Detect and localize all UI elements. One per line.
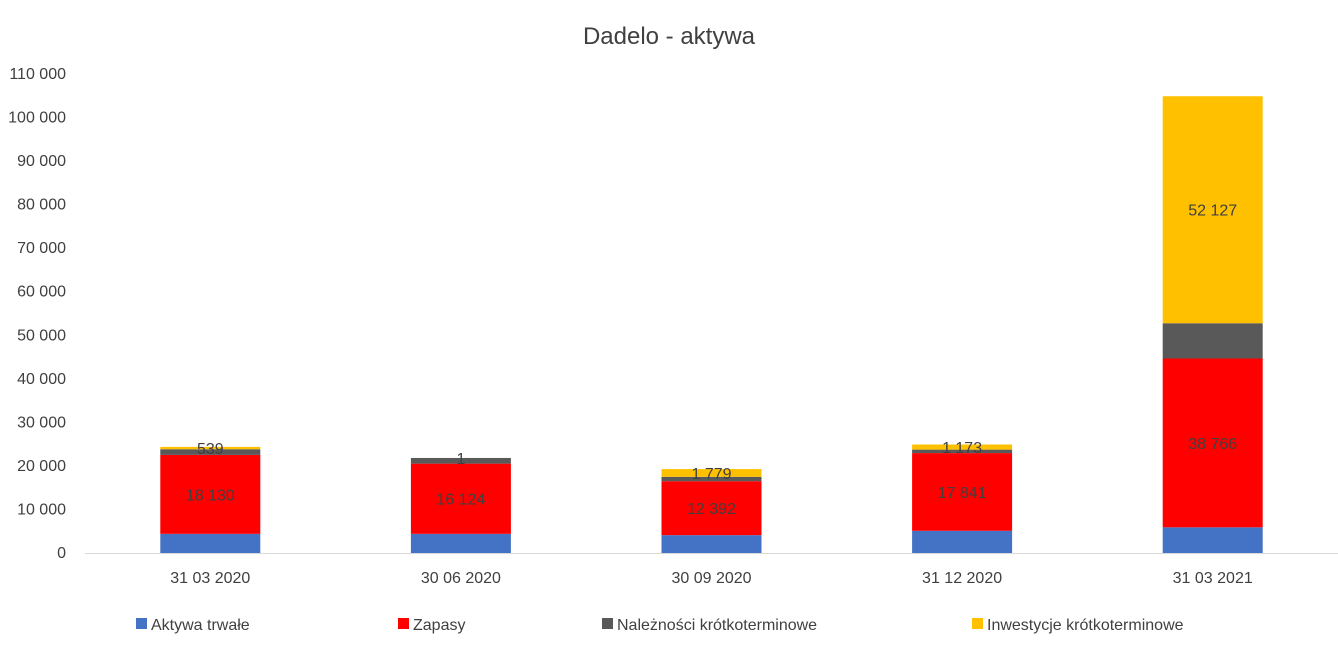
x-tick-label: 31 03 2020 [170, 570, 250, 587]
bar-segment [912, 530, 1013, 553]
x-tick-label: 30 09 2020 [671, 570, 751, 587]
legend-swatch [398, 618, 409, 629]
bar-segment [410, 457, 511, 464]
y-tick-label: 80 000 [17, 197, 66, 214]
data-label: 16 124 [436, 492, 485, 509]
y-tick-label: 110 000 [9, 66, 66, 83]
legend-swatch [136, 618, 147, 629]
y-tick-label: 70 000 [17, 240, 66, 257]
data-label: 539 [197, 441, 224, 458]
bar-segment [912, 453, 1013, 531]
legend-label: Inwestycje krótkoterminowe [987, 617, 1184, 634]
data-label: 18 130 [186, 487, 235, 504]
bar-segment [1162, 96, 1263, 324]
y-tick-label: 30 000 [17, 414, 66, 431]
x-axis: 31 03 2020 30 06 2020 30 09 2020 31 12 2020… [170, 570, 1253, 587]
bar-segment [410, 463, 511, 534]
legend-label: Aktywa trwałe [151, 617, 250, 634]
x-tick-label: 31 03 2021 [1173, 570, 1253, 587]
legend-swatch [602, 618, 613, 629]
x-tick-label: 31 12 2020 [922, 570, 1002, 587]
bar-segment [661, 476, 762, 482]
bar-segment [1162, 323, 1263, 359]
bar-segment [661, 469, 762, 477]
y-tick-label: 50 000 [17, 327, 66, 344]
data-label: 38 766 [1188, 436, 1237, 453]
bar-segment [160, 454, 261, 534]
bar-segment [1162, 527, 1263, 553]
y-tick-label: 10 000 [17, 501, 66, 518]
data-label: 1 [456, 451, 465, 468]
legend: Aktywa trwałe Zapasy Należności krótkoterm… [136, 617, 1184, 634]
y-tick-label: 0 [57, 545, 66, 562]
data-label: 17 841 [938, 485, 987, 502]
data-labels: 18 130 539 16 124 1 12 392 1 779 17 841 1 173 38… [186, 203, 1237, 518]
chart-title: Dadelo - aktywa [583, 23, 756, 50]
data-label: 12 392 [687, 501, 736, 518]
data-label: 1 173 [942, 440, 982, 457]
bar-segment [912, 449, 1013, 454]
y-tick-label: 40 000 [17, 371, 66, 388]
y-axis: 0 10 000 20 000 30 000 40 000 50 000 60 000 70 … [8, 66, 66, 562]
bar-segment [160, 533, 261, 553]
bar-segment [160, 449, 261, 455]
bar-segment [410, 533, 511, 553]
y-tick-label: 60 000 [17, 284, 66, 301]
legend-label: Zapasy [413, 617, 465, 634]
bar-segment [912, 444, 1013, 450]
legend-swatch [972, 618, 983, 629]
data-label: 1 779 [691, 466, 731, 483]
bar-segment [661, 481, 762, 536]
y-tick-label: 100 000 [8, 110, 66, 127]
x-tick-label: 30 06 2020 [421, 570, 501, 587]
y-tick-label: 20 000 [17, 458, 66, 475]
bar-segment [160, 446, 261, 450]
y-tick-label: 90 000 [17, 153, 66, 170]
legend-label: Należności krótkoterminowe [617, 617, 817, 634]
bar-area [160, 96, 1263, 553]
bar-segment [1162, 358, 1263, 528]
bar-segment [661, 535, 762, 553]
data-label: 52 127 [1188, 203, 1237, 220]
